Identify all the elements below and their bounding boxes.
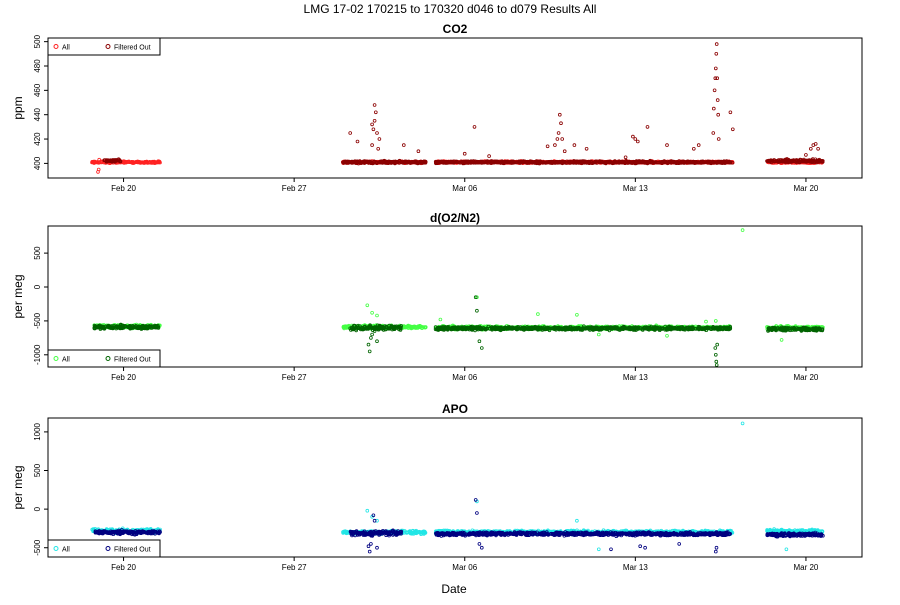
- data-point: [376, 132, 379, 135]
- y-tick-label: 480: [33, 59, 42, 73]
- panel-0: CO2 ppm Feb 20 Feb 27 Mar 06 Mar 13 Mar 20 400 4…: [11, 22, 862, 193]
- data-point: [632, 135, 635, 138]
- data-point: [624, 156, 627, 159]
- data-point: [373, 119, 376, 122]
- plot-frame: [48, 38, 862, 178]
- data-point: [561, 138, 564, 141]
- x-tick-label: Feb 27: [282, 184, 307, 193]
- data-points: [93, 229, 824, 367]
- panel-title: d(O2/N2): [430, 211, 480, 225]
- y-tick-label: 500: [33, 34, 42, 48]
- data-point: [537, 313, 540, 316]
- data-point: [697, 144, 700, 147]
- data-point: [809, 147, 812, 150]
- data-point: [715, 43, 718, 46]
- data-point: [488, 155, 491, 158]
- data-point: [373, 104, 376, 107]
- data-point: [717, 138, 720, 141]
- x-tick-label: Feb 20: [111, 184, 136, 193]
- legend-entry: All: [62, 45, 70, 52]
- data-point: [554, 144, 557, 147]
- legend: All Filtered Out: [48, 38, 160, 55]
- data-point: [636, 140, 639, 143]
- x-tick-label: Mar 20: [793, 184, 818, 193]
- data-point: [439, 318, 442, 321]
- data-point: [372, 128, 375, 131]
- data-point: [371, 144, 374, 147]
- data-point: [716, 77, 719, 80]
- data-point: [714, 67, 717, 70]
- data-point: [817, 147, 820, 150]
- data-point: [560, 122, 563, 125]
- data-point: [376, 314, 379, 317]
- data-point: [731, 128, 734, 131]
- data-point: [729, 111, 732, 114]
- data-points: [91, 43, 825, 174]
- y-tick-label: 460: [33, 83, 42, 97]
- data-point: [557, 132, 560, 135]
- data-point: [717, 113, 720, 116]
- main-title: LMG 17-02 170215 to 170320 d046 to d079 …: [304, 2, 597, 16]
- panels: CO2 ppm Feb 20 Feb 27 Mar 06 Mar 13 Mar 20 400 4…: [11, 22, 862, 572]
- data-point: [634, 138, 637, 141]
- data-point: [371, 311, 374, 314]
- series-1: [103, 43, 824, 165]
- series-0: [93, 229, 824, 342]
- y-tick-label: 420: [33, 132, 42, 146]
- data-point: [556, 138, 559, 141]
- data-point: [402, 144, 405, 147]
- data-point: [814, 143, 817, 146]
- x-tick-label: Mar 13: [623, 184, 648, 193]
- data-point: [741, 229, 744, 232]
- data-point: [712, 107, 715, 110]
- y-tick-label: 400: [33, 156, 42, 170]
- data-point: [597, 333, 600, 336]
- data-point: [666, 334, 669, 337]
- data-point: [715, 52, 718, 55]
- data-point: [646, 126, 649, 129]
- data-point: [558, 113, 561, 116]
- data-point: [563, 150, 566, 153]
- y-axis-label: ppm: [11, 96, 25, 119]
- data-point: [780, 339, 783, 342]
- y-axis-label: per meg: [11, 274, 25, 318]
- data-point: [713, 89, 716, 92]
- data-point: [356, 140, 359, 143]
- legend-entry: Filtered Out: [114, 45, 151, 52]
- data-point: [712, 132, 715, 135]
- data-point: [573, 144, 576, 147]
- y-tick-label: 440: [33, 107, 42, 121]
- data-point: [366, 304, 369, 307]
- data-point: [546, 145, 549, 148]
- data-point: [666, 144, 669, 147]
- data-point: [692, 147, 695, 150]
- data-point: [463, 152, 466, 155]
- data-point: [378, 138, 381, 141]
- data-point: [714, 320, 717, 323]
- data-point: [417, 150, 420, 153]
- data-point: [705, 320, 708, 323]
- data-point: [349, 132, 352, 135]
- data-point: [473, 126, 476, 129]
- data-point: [374, 111, 377, 114]
- data-point: [585, 147, 588, 150]
- panel-title: CO2: [443, 22, 468, 36]
- data-point: [576, 313, 579, 316]
- data-point: [377, 147, 380, 150]
- data-point: [371, 123, 374, 126]
- data-point: [716, 99, 719, 102]
- data-point: [805, 154, 808, 157]
- x-tick-label: Mar 06: [452, 184, 477, 193]
